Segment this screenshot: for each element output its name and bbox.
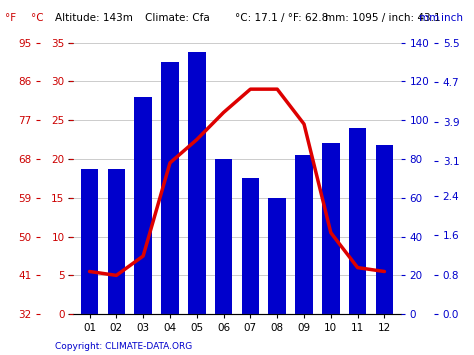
Text: Copyright: CLIMATE-DATA.ORG: Copyright: CLIMATE-DATA.ORG: [55, 343, 192, 351]
Bar: [242, 178, 259, 314]
Bar: [135, 97, 152, 314]
Text: mm: 1095 / inch: 43.1: mm: 1095 / inch: 43.1: [325, 13, 440, 23]
Text: Altitude: 143m: Altitude: 143m: [55, 13, 132, 23]
Bar: [161, 62, 179, 314]
Bar: [108, 169, 125, 314]
Bar: [81, 169, 98, 314]
Bar: [376, 146, 393, 314]
Text: inch: inch: [441, 13, 463, 23]
Bar: [295, 155, 313, 314]
Bar: [349, 128, 366, 314]
Bar: [188, 52, 206, 314]
Text: mm: mm: [419, 13, 440, 23]
Text: °C: °C: [31, 13, 44, 23]
Bar: [322, 143, 339, 314]
Text: Climate: Cfa: Climate: Cfa: [145, 13, 210, 23]
Text: °F: °F: [5, 13, 16, 23]
Bar: [215, 159, 232, 314]
Bar: [268, 198, 286, 314]
Text: °C: 17.1 / °F: 62.8: °C: 17.1 / °F: 62.8: [235, 13, 328, 23]
